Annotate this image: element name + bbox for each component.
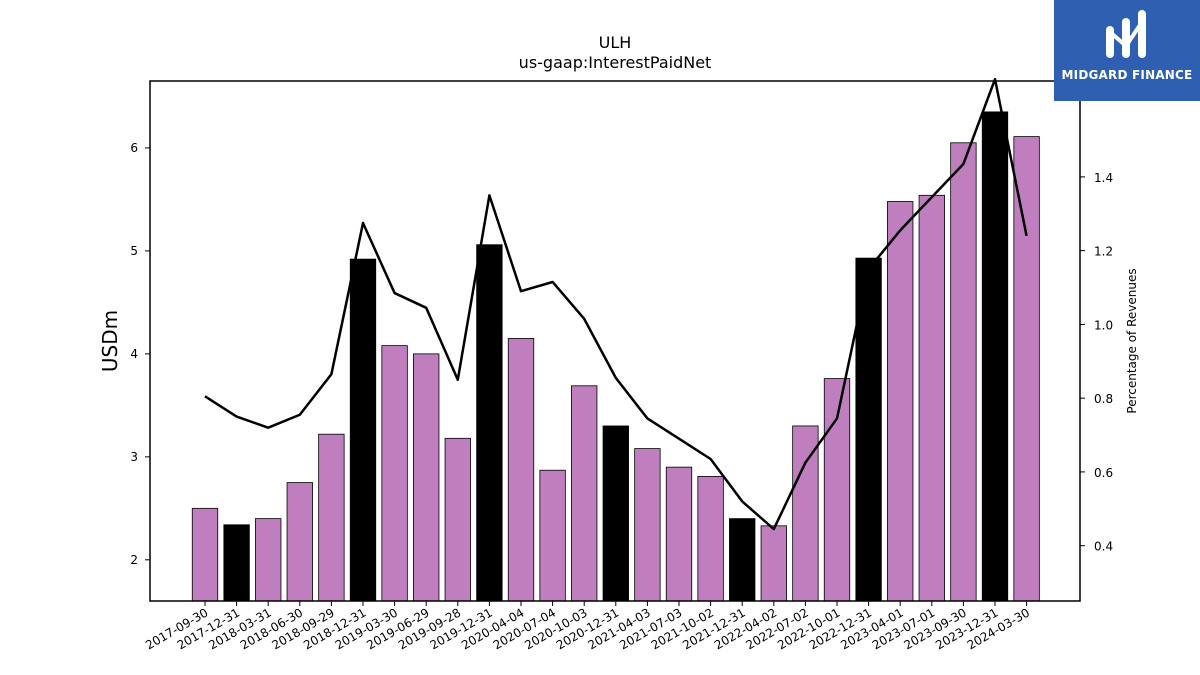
- brand-logo: MIDGARD FINANCE: [1054, 0, 1200, 101]
- bar-2020-07-04: [539, 469, 566, 602]
- bar-series: [191, 111, 1040, 602]
- bar-2018-06-30: [286, 482, 313, 602]
- bar-2018-03-31: [255, 518, 282, 602]
- bar-2018-09-29: [318, 433, 345, 602]
- bar-2020-12-31: [602, 425, 629, 602]
- y-tick-label-left: 5: [130, 244, 138, 258]
- line-series: [204, 77, 1028, 531]
- bar-2024-03-30: [1013, 136, 1040, 602]
- logo-text: MIDGARD FINANCE: [1061, 68, 1193, 82]
- y-tick-label-right: 0.6: [1094, 466, 1113, 480]
- y-axis-left: 2 3 4 5 6: [130, 141, 150, 567]
- y-tick-label-right: 1.4: [1094, 171, 1113, 185]
- bar-2017-12-31: [223, 524, 250, 602]
- y-tick-label-left: 4: [130, 347, 138, 361]
- bar-2019-12-31: [476, 244, 503, 602]
- bar-2022-07-02: [792, 425, 819, 602]
- y-tick-label-left: 6: [130, 141, 138, 155]
- bar-2019-06-29: [413, 353, 440, 602]
- bar-2021-07-03: [665, 466, 693, 602]
- bar-2023-09-30: [950, 142, 977, 602]
- bar-2022-10-01: [823, 378, 851, 602]
- plot-frame: [149, 80, 1081, 602]
- chart-title: ULH: [599, 33, 632, 52]
- y-tick-label-right: 0.8: [1094, 392, 1113, 406]
- line-path: [204, 77, 1028, 531]
- x-axis: 2017-09-302017-12-312018-03-312018-06-30…: [143, 601, 1032, 652]
- y-tick-label-left: 2: [130, 553, 138, 567]
- bar-2021-12-31: [729, 518, 756, 602]
- bar-2018-12-31: [349, 258, 377, 602]
- chart-subtitle: us-gaap:InterestPaidNet: [519, 53, 712, 72]
- y-axis-label-right: Percentage of Revenues: [1125, 268, 1139, 413]
- bar-2020-10-03: [571, 385, 598, 602]
- bar-2023-12-31: [981, 111, 1009, 602]
- bar-2020-04-04: [507, 338, 535, 602]
- bar-2021-04-03: [634, 448, 661, 602]
- y-tick-label-left: 3: [130, 450, 138, 464]
- bar-2021-10-02: [697, 476, 724, 602]
- y-axis-label-left: USDm: [98, 310, 122, 372]
- bar-2022-04-02: [760, 525, 787, 602]
- bar-2023-04-01: [887, 201, 914, 602]
- y-axis-right: 0.4 0.6 0.8 1.0 1.2 1.4: [1080, 171, 1113, 554]
- y-tick-label-right: 1.0: [1094, 318, 1113, 332]
- bar-2023-07-01: [918, 194, 945, 602]
- logo-mark-icon: [1106, 10, 1146, 58]
- y-tick-label-right: 1.2: [1094, 245, 1113, 259]
- y-tick-label-right: 0.4: [1094, 540, 1113, 554]
- bar-2019-03-30: [381, 345, 408, 602]
- bar-2019-09-28: [444, 437, 471, 602]
- bar-2017-09-30: [191, 507, 219, 602]
